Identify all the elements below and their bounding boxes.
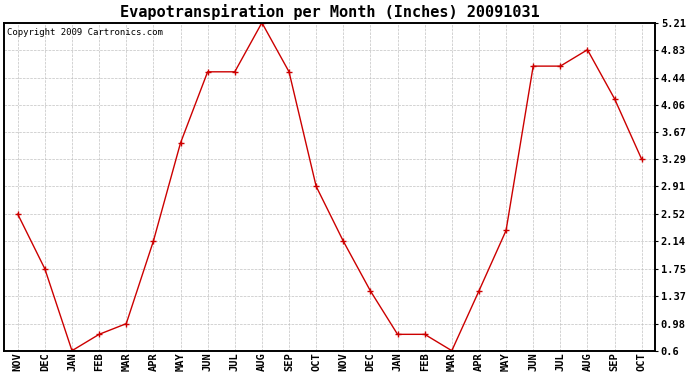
Text: Copyright 2009 Cartronics.com: Copyright 2009 Cartronics.com xyxy=(8,28,164,37)
Title: Evapotranspiration per Month (Inches) 20091031: Evapotranspiration per Month (Inches) 20… xyxy=(120,4,540,20)
